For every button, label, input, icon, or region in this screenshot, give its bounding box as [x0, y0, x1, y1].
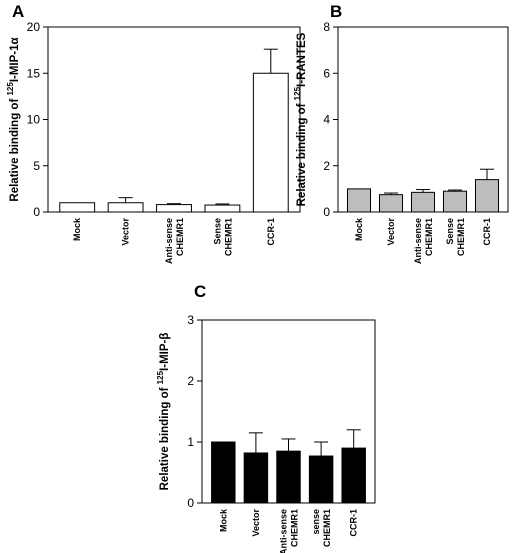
x-category-label: CHEMR1	[322, 509, 332, 547]
chart-panel-b: B 0 2 4 6 8 Relative binding of 125I-RANTES Moc…	[293, 2, 509, 264]
y-tick-label: 2	[323, 159, 330, 173]
bar	[474, 179, 500, 213]
bar	[276, 450, 301, 504]
bar	[211, 441, 236, 504]
x-category-label: CHEMR1	[424, 218, 434, 256]
y-tick-label: 3	[187, 313, 194, 327]
bar	[107, 202, 144, 213]
chart-panel-a: A 0 5 10 15 20 Relative binding of 125I-MIP-1α…	[6, 2, 301, 264]
bar	[252, 72, 289, 213]
x-category-label: Sense	[212, 218, 222, 245]
panel-letter: B	[330, 2, 342, 21]
x-category-label: Anti-sense	[164, 218, 174, 264]
y-axis-label: Relative binding of 125I-RANTES	[293, 32, 308, 206]
bar	[378, 194, 404, 213]
bar	[59, 202, 96, 213]
chart-panel-c: C 0 1 2 3 Relative binding of 125I-MIP-β Mock V…	[156, 282, 376, 553]
bar	[410, 191, 436, 213]
y-tick-label: 15	[27, 66, 41, 80]
y-tick-label: 5	[33, 159, 40, 173]
y-tick-label: 10	[27, 113, 41, 127]
y-tick-label: 20	[27, 20, 41, 34]
x-category-label: CHEMR1	[175, 218, 185, 256]
bar	[243, 452, 269, 504]
x-category-label: CHEMR1	[223, 218, 233, 256]
y-tick-label: 1	[187, 435, 194, 449]
y-axis-label: Relative binding of 125I-MIP-1α	[6, 37, 21, 201]
bar	[308, 455, 334, 504]
x-category-label: Vector	[121, 218, 131, 246]
x-category-label: CCR-1	[349, 509, 359, 537]
x-category-label: Vector	[386, 218, 396, 246]
x-category-label: Anti-sense	[413, 218, 423, 264]
x-category-label: CCR-1	[266, 218, 276, 246]
panel-letter: A	[12, 2, 24, 21]
x-category-label: Sense	[445, 218, 455, 245]
x-category-label: Anti-sense	[279, 509, 289, 553]
x-category-label: Mock	[354, 217, 364, 241]
x-category-label: Mock	[72, 217, 82, 241]
x-category-label: Vector	[251, 509, 261, 537]
x-category-label: CHEMR1	[290, 509, 300, 547]
y-tick-label: 4	[323, 113, 330, 127]
panel-letter: C	[194, 282, 206, 301]
y-tick-label: 0	[33, 205, 40, 219]
x-category-label: sense	[311, 509, 321, 535]
bar	[442, 190, 468, 213]
y-tick-label: 8	[323, 20, 330, 34]
y-tick-label: 2	[187, 374, 194, 388]
x-category-label: CCR-1	[482, 218, 492, 246]
bar	[204, 204, 241, 213]
x-category-label: CHEMR1	[456, 218, 466, 256]
y-tick-label: 0	[323, 205, 330, 219]
x-category-label: Mock	[218, 508, 228, 532]
bar	[346, 188, 372, 213]
y-tick-label: 0	[187, 496, 194, 510]
y-axis-label: Relative binding of 125I-MIP-β	[156, 333, 171, 491]
bar	[341, 447, 366, 504]
y-tick-label: 6	[323, 66, 330, 80]
bar	[156, 204, 192, 213]
